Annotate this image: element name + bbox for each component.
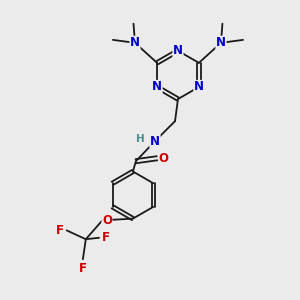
Text: N: N (130, 36, 140, 49)
Text: F: F (79, 262, 87, 275)
Text: H: H (136, 134, 144, 144)
Text: F: F (101, 231, 110, 244)
Text: N: N (216, 36, 226, 49)
Text: O: O (102, 214, 112, 226)
Text: N: N (194, 80, 204, 94)
Text: N: N (152, 80, 162, 94)
Text: O: O (158, 152, 169, 165)
Text: N: N (150, 135, 160, 148)
Text: N: N (173, 44, 183, 57)
Text: F: F (56, 224, 64, 237)
